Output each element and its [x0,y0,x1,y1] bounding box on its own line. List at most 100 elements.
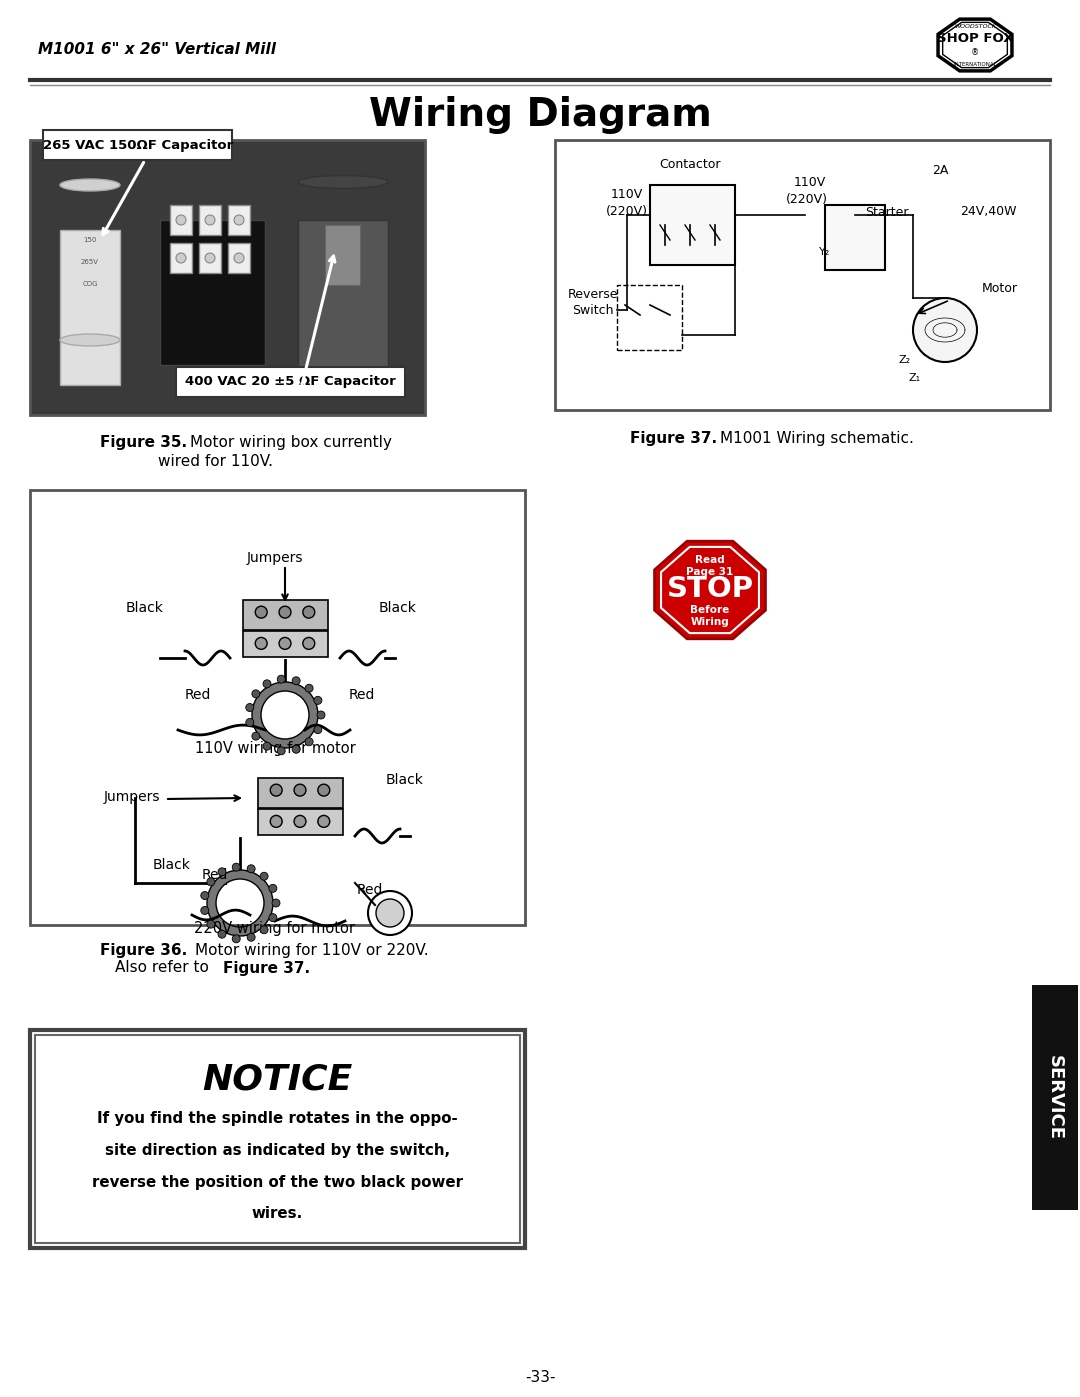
Text: wires.: wires. [252,1207,303,1221]
Text: 110V wiring for motor: 110V wiring for motor [194,740,355,756]
Wedge shape [207,870,273,936]
Circle shape [368,891,411,935]
Text: -33-: -33- [525,1370,555,1386]
Text: INTERNATIONAL: INTERNATIONAL [954,61,997,67]
Circle shape [279,606,291,617]
FancyBboxPatch shape [176,367,405,397]
Text: Jumpers: Jumpers [104,789,160,805]
Circle shape [314,725,322,733]
Wedge shape [252,682,318,747]
Text: Read: Read [696,555,725,564]
Circle shape [201,891,208,900]
Bar [243,631,327,657]
Bar [257,778,342,807]
Text: (220V): (220V) [606,205,648,218]
Text: Red: Red [185,687,212,703]
Ellipse shape [298,176,388,189]
Circle shape [260,926,268,933]
Circle shape [247,865,255,873]
Bar [325,225,360,285]
Text: Switch: Switch [572,303,613,317]
Text: Figure 37.: Figure 37. [222,961,310,975]
Text: Starter: Starter [865,205,908,218]
Circle shape [269,884,276,893]
Text: reverse the position of the two black power: reverse the position of the two black po… [92,1175,463,1189]
Circle shape [294,784,306,796]
Circle shape [201,907,208,915]
Circle shape [272,900,280,907]
Text: 220V wiring for motor: 220V wiring for motor [194,921,355,936]
Text: Wiring: Wiring [690,617,729,627]
Text: Figure 36.: Figure 36. [100,943,187,957]
Circle shape [302,637,314,650]
Bar [199,205,221,235]
Bar [298,219,388,390]
Circle shape [252,732,260,740]
Bar [30,490,525,925]
Text: Figure 37.: Figure 37. [630,430,717,446]
Bar [257,809,342,835]
Text: Y₂: Y₂ [820,247,831,257]
Text: Z₂: Z₂ [899,355,912,365]
Text: Black: Black [379,601,417,615]
Bar [199,243,221,272]
Circle shape [232,935,240,943]
Circle shape [278,675,285,683]
Text: Black: Black [153,858,191,872]
Circle shape [269,914,276,922]
Text: Red: Red [356,883,383,897]
Text: Also refer to: Also refer to [114,961,214,975]
Polygon shape [939,20,1012,71]
Text: Before: Before [690,605,730,615]
Circle shape [176,215,186,225]
Circle shape [264,742,271,750]
Bar [1032,985,1078,1210]
Circle shape [318,711,325,719]
Bar [160,219,265,365]
Bar [170,205,192,235]
Text: SHOP FOX: SHOP FOX [936,32,1013,46]
Text: 265 VAC 150ΩF Capacitor: 265 VAC 150ΩF Capacitor [43,138,233,151]
Text: 110V: 110V [611,189,643,201]
Text: COG: COG [82,281,98,286]
Bar [30,1030,525,1248]
Text: Jumpers: Jumpers [246,550,303,564]
Text: NOTICE: NOTICE [202,1063,353,1097]
Circle shape [207,921,215,928]
Text: 400 VAC 20 ±5 ΩF Capacitor: 400 VAC 20 ±5 ΩF Capacitor [185,374,395,387]
Circle shape [205,253,215,263]
Text: Wiring Diagram: Wiring Diagram [368,96,712,134]
Circle shape [279,637,291,650]
Circle shape [234,253,244,263]
Text: 24V,40W: 24V,40W [960,205,1016,218]
Polygon shape [654,541,766,638]
Circle shape [913,298,977,362]
Text: If you find the spindle rotates in the oppo-: If you find the spindle rotates in the o… [97,1111,458,1126]
Circle shape [207,877,215,886]
Circle shape [302,606,314,617]
Circle shape [318,784,329,796]
Circle shape [294,816,306,827]
Bar [60,231,120,386]
Circle shape [314,696,322,704]
Bar [170,243,192,272]
Text: M1001 6" x 26" Vertical Mill: M1001 6" x 26" Vertical Mill [38,42,276,57]
Bar [228,205,249,235]
Circle shape [232,863,240,872]
Text: Reverse: Reverse [568,289,618,302]
Text: 265V: 265V [81,258,99,265]
Text: M1001 Wiring schematic.: M1001 Wiring schematic. [720,430,914,446]
Ellipse shape [60,179,120,191]
Circle shape [305,685,313,693]
Circle shape [176,253,186,263]
Circle shape [264,680,271,687]
Bar [228,243,249,272]
Circle shape [218,930,226,939]
Text: (220V): (220V) [786,194,828,207]
Text: 150: 150 [83,237,97,243]
Text: Z₁: Z₁ [909,373,921,383]
Bar [825,205,885,270]
Text: Black: Black [386,773,424,787]
Circle shape [305,738,313,746]
Circle shape [252,690,260,698]
